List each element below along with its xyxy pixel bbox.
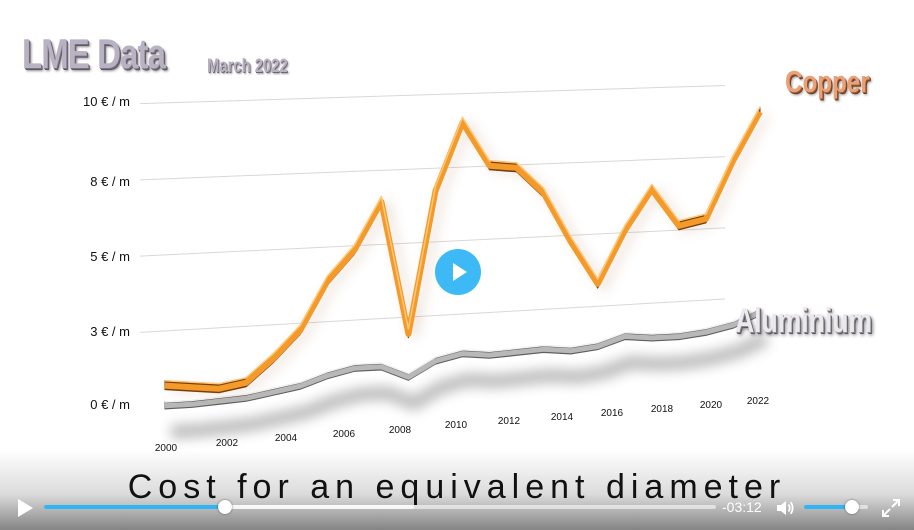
x-axis-ticks: 2000 2002 2004 2006 2008 2010 2012 2014 2016 2018…	[155, 396, 770, 454]
aluminium-point-2016	[597, 344, 599, 346]
aluminium-point-2020	[705, 330, 707, 332]
player-gradient	[0, 450, 914, 530]
copper-point-2010	[434, 189, 436, 191]
aluminium-point-2004	[272, 390, 274, 392]
copper-point-2006	[326, 279, 328, 281]
y-tick-label: 8 € / m	[90, 174, 130, 189]
chart-title: LME Data	[22, 30, 166, 77]
y-axis-ticks: 0 € / m 3 € / m 5 € / m 8 € / m 10 € / m	[83, 94, 130, 412]
aluminium-point-2006	[326, 373, 328, 375]
copper-point-2019	[678, 223, 680, 225]
copper-point-2013	[515, 165, 517, 167]
x-tick-label: 2006	[333, 429, 356, 440]
x-tick-label: 2002	[216, 438, 239, 449]
copper-point-2004	[272, 356, 274, 358]
copper-point-2002	[218, 386, 220, 388]
copper-point-2000	[164, 383, 166, 385]
y-tick-label: 0 € / m	[90, 397, 130, 412]
aluminium-point-2005	[299, 384, 301, 386]
aluminium-point-2015	[570, 349, 572, 351]
copper-point-2011	[461, 120, 463, 122]
series-edge-copper	[164, 106, 761, 385]
y-tick-label: 5 € / m	[90, 249, 130, 264]
copper-point-2018	[651, 187, 653, 189]
x-tick-label: 2014	[551, 412, 574, 423]
x-tick-label: 2004	[275, 433, 298, 444]
copper-point-2003	[245, 380, 247, 382]
copper-point-2022	[759, 109, 761, 111]
progress-bar[interactable]	[44, 500, 716, 514]
x-tick-label: 2012	[498, 416, 521, 427]
x-tick-label: 2000	[155, 443, 178, 454]
volume-slider[interactable]	[804, 500, 868, 514]
fullscreen-icon[interactable]	[880, 497, 902, 519]
volume-level	[804, 505, 852, 509]
aluminium-point-2002	[218, 399, 220, 401]
series-shadow	[170, 332, 769, 439]
y-tick-label: 3 € / m	[90, 324, 130, 339]
grid-line	[139, 85, 726, 105]
aluminium-point-2000	[164, 404, 166, 406]
aluminium-point-2018	[651, 336, 653, 338]
center-play-button[interactable]	[435, 249, 481, 295]
aluminium-point-2009	[407, 375, 409, 377]
aluminium-point-2010	[434, 359, 436, 361]
chart-subtitle: March 2022	[207, 56, 288, 77]
x-tick-label: 2010	[445, 420, 468, 431]
progress-played	[44, 505, 226, 509]
copper-point-2017	[624, 228, 626, 230]
progress-handle[interactable]	[218, 500, 233, 514]
x-tick-label: 2008	[389, 425, 412, 436]
x-tick-label: 2016	[601, 408, 624, 419]
copper-point-2021	[732, 158, 734, 160]
aluminium-point-2019	[678, 334, 680, 336]
aluminium-point-2001	[191, 402, 193, 404]
copper-point-2008	[380, 199, 382, 201]
time-remaining: -03:12	[722, 499, 762, 515]
copper-point-2015	[570, 239, 572, 241]
series-edge-aluminium	[164, 307, 761, 403]
copper-point-2007	[353, 248, 355, 250]
volume-handle[interactable]	[845, 500, 859, 514]
aluminium-point-2003	[245, 396, 247, 398]
play-icon[interactable]	[16, 498, 34, 518]
copper-point-2009	[407, 331, 409, 333]
volume-icon[interactable]	[774, 497, 796, 519]
legend-aluminium: Aluminium	[735, 302, 873, 340]
aluminium-point-2021	[732, 323, 734, 325]
grid-line	[139, 156, 726, 181]
aluminium-point-2012	[488, 353, 490, 355]
aluminium-point-2013	[515, 350, 517, 352]
copper-point-2001	[191, 385, 193, 387]
x-tick-label: 2020	[700, 400, 723, 411]
aluminium-point-2017	[624, 334, 626, 336]
series-lines	[164, 106, 769, 439]
aluminium-point-2014	[542, 347, 544, 349]
copper-point-2014	[542, 191, 544, 193]
aluminium-point-2011	[461, 351, 463, 353]
copper-point-2005	[299, 328, 301, 330]
grid-line	[139, 298, 726, 333]
aluminium-point-2007	[353, 366, 355, 368]
x-tick-label: 2018	[651, 404, 674, 415]
copper-point-2020	[705, 216, 707, 218]
grid-lines	[139, 85, 726, 333]
legend-copper: Copper	[785, 64, 870, 99]
x-tick-label: 2022	[747, 396, 770, 407]
video-caption: Cost for an equivalent diameter	[127, 468, 787, 506]
aluminium-point-2008	[380, 365, 382, 367]
y-tick-label: 10 € / m	[83, 94, 130, 109]
series-line-aluminium	[164, 310, 762, 409]
copper-point-2012	[488, 163, 490, 165]
copper-point-2016	[597, 281, 599, 283]
series-line-copper	[164, 110, 763, 392]
video-controls: -03:12	[0, 486, 914, 530]
